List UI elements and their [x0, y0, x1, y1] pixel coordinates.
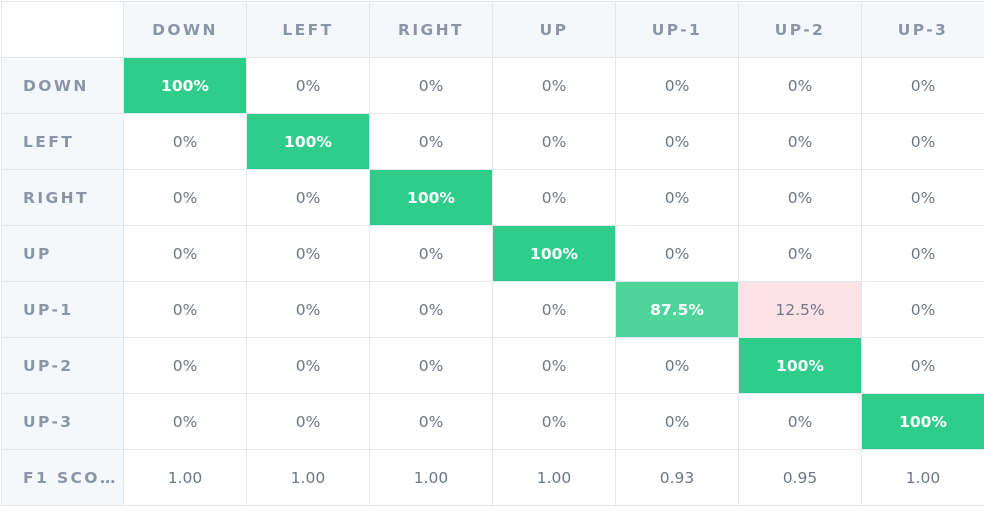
column-header-down: DOWN [124, 2, 247, 58]
matrix-row-down: DOWN 100% 0% 0% 0% 0% 0% 0% [2, 58, 984, 114]
matrix-cell: 0% [862, 58, 984, 114]
matrix-cell: 0% [493, 338, 616, 394]
f1-score-value: 1.00 [124, 450, 247, 506]
matrix-cell: 100% [124, 58, 247, 114]
matrix-cell: 0% [862, 226, 984, 282]
matrix-cell: 0% [370, 114, 493, 170]
matrix-cell: 0% [739, 226, 862, 282]
matrix-cell: 0% [124, 338, 247, 394]
matrix-cell: 0% [616, 114, 739, 170]
matrix-cell: 0% [493, 282, 616, 338]
column-header-up-1: UP-1 [616, 2, 739, 58]
matrix-cell: 0% [370, 58, 493, 114]
row-label-left: LEFT [2, 114, 124, 170]
f1-score-value: 0.93 [616, 450, 739, 506]
row-label-up-2: UP-2 [2, 338, 124, 394]
matrix-cell: 0% [739, 114, 862, 170]
matrix-cell: 0% [616, 338, 739, 394]
f1-score-value: 1.00 [493, 450, 616, 506]
matrix-cell: 0% [247, 226, 370, 282]
matrix-row-up: UP 0% 0% 0% 100% 0% 0% 0% [2, 226, 984, 282]
matrix-cell: 0% [124, 226, 247, 282]
row-label-down: DOWN [2, 58, 124, 114]
column-header-up-3: UP-3 [862, 2, 984, 58]
matrix-cell: 100% [370, 170, 493, 226]
column-header-left: LEFT [247, 2, 370, 58]
matrix-cell: 0% [616, 170, 739, 226]
row-label-up-1: UP-1 [2, 282, 124, 338]
matrix-cell: 0% [616, 58, 739, 114]
matrix-cell: 0% [739, 58, 862, 114]
f1-score-value: 1.00 [862, 450, 984, 506]
row-label-up: UP [2, 226, 124, 282]
row-label-up-3: UP-3 [2, 394, 124, 450]
column-header-row: DOWN LEFT RIGHT UP UP-1 UP-2 UP-3 [2, 2, 984, 58]
matrix-cell: 0% [247, 338, 370, 394]
f1-score-value: 1.00 [370, 450, 493, 506]
matrix-cell: 0% [493, 114, 616, 170]
matrix-cell: 0% [862, 282, 984, 338]
matrix-cell: 87.5% [616, 282, 739, 338]
matrix-cell: 0% [124, 394, 247, 450]
row-label-f1-score: F1 SCO… [2, 450, 124, 506]
matrix-cell: 0% [247, 394, 370, 450]
matrix-cell: 0% [493, 170, 616, 226]
matrix-row-up-1: UP-1 0% 0% 0% 0% 87.5% 12.5% 0% [2, 282, 984, 338]
matrix-cell: 0% [124, 114, 247, 170]
matrix-cell: 100% [739, 338, 862, 394]
matrix-cell: 100% [493, 226, 616, 282]
matrix-cell: 0% [493, 394, 616, 450]
matrix-cell: 0% [370, 338, 493, 394]
f1-score-value: 1.00 [247, 450, 370, 506]
matrix-cell: 0% [247, 58, 370, 114]
matrix-cell: 100% [247, 114, 370, 170]
column-header-up-2: UP-2 [739, 2, 862, 58]
matrix-cell: 100% [862, 394, 984, 450]
matrix-cell: 0% [739, 170, 862, 226]
matrix-cell: 0% [616, 226, 739, 282]
column-header-up: UP [493, 2, 616, 58]
matrix-cell: 0% [124, 170, 247, 226]
matrix-row-left: LEFT 0% 100% 0% 0% 0% 0% 0% [2, 114, 984, 170]
matrix-cell: 0% [370, 282, 493, 338]
matrix-cell: 0% [124, 282, 247, 338]
matrix-cell: 0% [370, 226, 493, 282]
matrix-cell: 0% [370, 394, 493, 450]
matrix-cell: 0% [247, 170, 370, 226]
matrix-cell: 12.5% [739, 282, 862, 338]
f1-score-value: 0.95 [739, 450, 862, 506]
corner-cell [2, 2, 124, 58]
row-label-right: RIGHT [2, 170, 124, 226]
matrix-cell: 0% [862, 114, 984, 170]
matrix-cell: 0% [247, 282, 370, 338]
matrix-row-up-3: UP-3 0% 0% 0% 0% 0% 0% 100% [2, 394, 984, 450]
matrix-row-up-2: UP-2 0% 0% 0% 0% 0% 100% 0% [2, 338, 984, 394]
column-header-right: RIGHT [370, 2, 493, 58]
matrix-cell: 0% [616, 394, 739, 450]
matrix-row-right: RIGHT 0% 0% 100% 0% 0% 0% 0% [2, 170, 984, 226]
matrix-cell: 0% [862, 170, 984, 226]
f1-score-row: F1 SCO… 1.00 1.00 1.00 1.00 0.93 0.95 1.… [2, 450, 984, 506]
matrix-cell: 0% [739, 394, 862, 450]
matrix-cell: 0% [862, 338, 984, 394]
matrix-cell: 0% [493, 58, 616, 114]
